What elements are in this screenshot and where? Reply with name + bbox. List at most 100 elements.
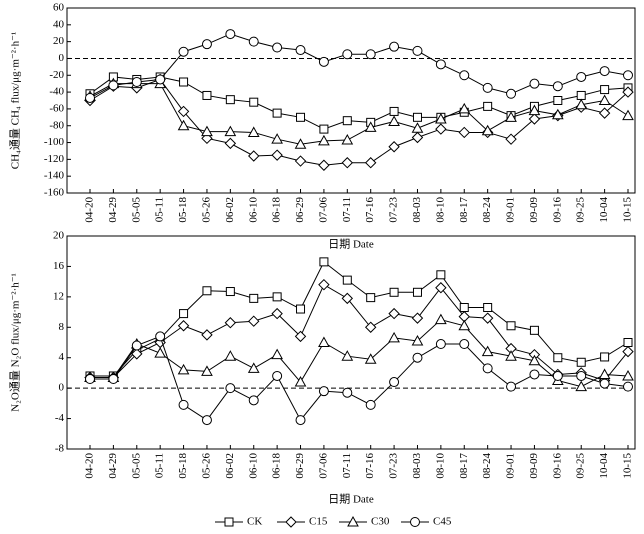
marker-diamond bbox=[318, 159, 330, 171]
marker-triangle bbox=[458, 319, 471, 331]
marker-square bbox=[249, 97, 259, 107]
marker-circle bbox=[295, 45, 306, 56]
y-tick-label: -4 bbox=[55, 412, 65, 424]
marker-triangle bbox=[435, 313, 447, 325]
marker-circle bbox=[178, 46, 189, 57]
y-tick-label: -20 bbox=[49, 69, 64, 81]
y-tick-label: -100 bbox=[44, 136, 65, 148]
marker-triangle bbox=[294, 376, 307, 387]
marker-diamond bbox=[505, 133, 517, 145]
x-tick-label: 06-02 bbox=[224, 197, 236, 223]
plot-frame bbox=[66, 7, 636, 194]
marker-triangle bbox=[247, 126, 260, 137]
marker-triangle bbox=[411, 122, 424, 133]
marker-triangle bbox=[622, 109, 634, 121]
x-tick-label: 05-05 bbox=[130, 197, 142, 223]
y-axis-title: N₂O通量 N₂O flux/μg·m⁻²·h⁻¹ bbox=[9, 273, 22, 412]
x-tick-label: 07-23 bbox=[388, 197, 400, 223]
marker-triangle bbox=[294, 138, 307, 149]
series-line bbox=[90, 261, 629, 377]
marker-triangle bbox=[364, 121, 377, 132]
marker-circle bbox=[529, 78, 540, 89]
marker-diamond bbox=[364, 321, 377, 333]
marker-diamond bbox=[131, 348, 143, 360]
marker-triangle bbox=[505, 350, 517, 361]
series-line bbox=[90, 283, 629, 382]
marker-diamond bbox=[285, 516, 297, 528]
y-tick-label: -8 bbox=[55, 443, 65, 455]
marker-diamond bbox=[201, 329, 213, 341]
marker-square bbox=[576, 357, 586, 367]
marker-diamond bbox=[177, 105, 190, 118]
x-tick-label: 07-16 bbox=[364, 197, 376, 223]
marker-diamond bbox=[481, 312, 494, 324]
x-tick-label: 06-10 bbox=[247, 197, 259, 223]
marker-square bbox=[224, 517, 234, 527]
marker-circle bbox=[529, 369, 540, 380]
marker-diamond bbox=[294, 330, 307, 343]
marker-circle bbox=[272, 370, 283, 381]
x-tick-label: 08-17 bbox=[458, 197, 470, 223]
marker-circle bbox=[365, 49, 376, 60]
marker-triangle bbox=[505, 111, 517, 122]
marker-triangle bbox=[341, 133, 354, 145]
x-tick-label: 06-29 bbox=[294, 453, 306, 479]
x-tick-label: 07-06 bbox=[317, 197, 329, 223]
x-tick-label: 07-06 bbox=[317, 453, 329, 479]
y-tick-label: 0 bbox=[59, 382, 65, 394]
x-tick-label: 05-18 bbox=[177, 197, 189, 223]
marker-square bbox=[436, 270, 446, 280]
marker-triangle bbox=[177, 119, 190, 131]
plot-frame bbox=[66, 235, 636, 450]
marker-triangle bbox=[388, 331, 400, 343]
marker-diamond bbox=[224, 137, 237, 150]
x-tick-label: 08-24 bbox=[481, 197, 493, 223]
marker-diamond bbox=[388, 307, 400, 320]
marker-square bbox=[296, 304, 306, 314]
marker-triangle bbox=[154, 347, 167, 358]
marker-circle bbox=[412, 352, 423, 363]
legend-label: C15 bbox=[309, 516, 328, 528]
marker-circle bbox=[412, 45, 423, 56]
marker-circle bbox=[389, 377, 400, 388]
x-tick-label: 10-04 bbox=[598, 197, 610, 223]
x-tick-label: 08-10 bbox=[434, 197, 446, 223]
marker-diamond bbox=[458, 126, 470, 139]
marker-circle bbox=[131, 77, 142, 87]
y-tick-label: 0 bbox=[59, 52, 65, 64]
series-line bbox=[89, 33, 629, 99]
marker-circle bbox=[623, 70, 633, 81]
x-tick-label: 09-16 bbox=[551, 197, 563, 223]
marker-triangle bbox=[318, 134, 330, 146]
y-tick-label: -120 bbox=[44, 153, 65, 165]
marker-triangle bbox=[364, 353, 377, 364]
marker-square bbox=[249, 293, 259, 303]
series-line bbox=[90, 335, 629, 421]
y-tick-label: 12 bbox=[53, 290, 64, 302]
marker-square bbox=[553, 353, 563, 363]
y-tick-label: -40 bbox=[49, 86, 64, 98]
marker-diamond bbox=[248, 150, 260, 162]
marker-circle bbox=[506, 88, 517, 99]
x-tick-label: 06-18 bbox=[271, 197, 283, 223]
x-tick-label: 10-15 bbox=[622, 453, 634, 479]
marker-triangle bbox=[177, 363, 190, 375]
marker-triangle bbox=[271, 133, 283, 144]
marker-circle bbox=[482, 363, 493, 374]
x-tick-label: 06-10 bbox=[247, 453, 259, 479]
marker-circle bbox=[506, 381, 517, 392]
x-tick-label: 09-25 bbox=[575, 453, 587, 479]
marker-diamond bbox=[224, 317, 237, 329]
marker-triangle bbox=[341, 350, 354, 361]
marker-circle bbox=[248, 395, 259, 406]
marker-triangle bbox=[481, 124, 494, 136]
marker-diamond bbox=[271, 149, 283, 161]
marker-circle bbox=[201, 415, 212, 426]
marker-square bbox=[412, 287, 422, 297]
x-tick-label: 05-26 bbox=[200, 197, 212, 223]
marker-circle bbox=[155, 74, 166, 85]
marker-circle bbox=[225, 29, 236, 40]
marker-circle bbox=[225, 383, 236, 394]
marker-circle bbox=[459, 339, 470, 350]
marker-square bbox=[459, 303, 469, 313]
